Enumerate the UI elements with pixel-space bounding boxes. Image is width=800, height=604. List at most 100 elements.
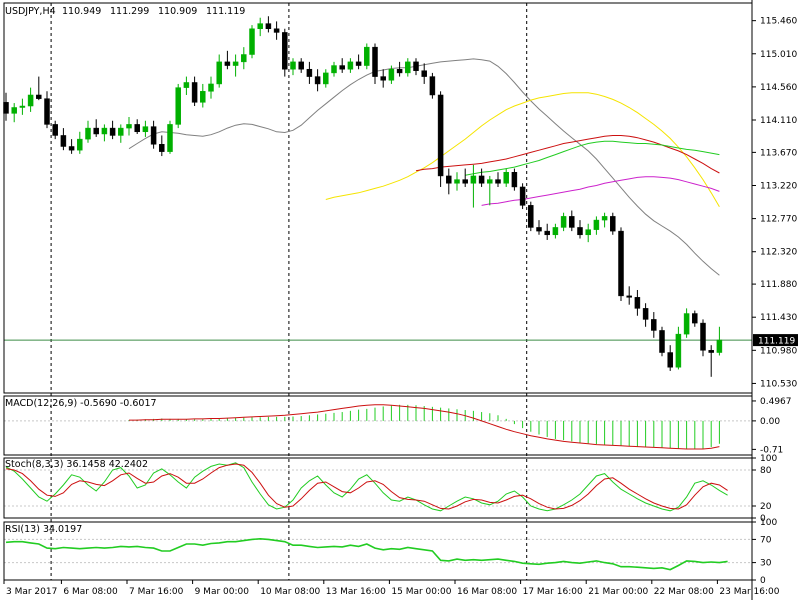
rsi-panel-frame xyxy=(3,521,753,581)
candle-bullish xyxy=(323,72,329,85)
candle-bullish xyxy=(675,333,682,368)
candle-bullish xyxy=(142,126,149,133)
candle-bullish xyxy=(716,339,723,353)
candle-bearish xyxy=(93,127,99,135)
ohlc-open: 110.949 xyxy=(62,6,101,17)
symbol-header: USDJPY,H4 xyxy=(5,6,56,17)
candle-bullish xyxy=(85,127,91,140)
time-tick-label: 10 Mar 08:00 xyxy=(260,587,320,597)
candle-bearish xyxy=(478,175,485,184)
candle-bullish xyxy=(183,82,190,88)
price-tick-label: 114.560 xyxy=(760,83,797,93)
stoch-d-line xyxy=(5,463,728,510)
candle-bullish xyxy=(552,227,559,236)
price-tick-label: 113.670 xyxy=(760,148,797,158)
rsi-tick-label: 0 xyxy=(760,576,766,586)
time-tick-label: 21 Mar 00:00 xyxy=(588,587,648,597)
price-tick-label: 115.010 xyxy=(760,50,797,60)
time-tick-label: 15 Mar 00:00 xyxy=(391,587,451,597)
candle-bearish xyxy=(667,352,673,368)
candle-bullish xyxy=(126,124,132,129)
macd-tick-label: -0.71 xyxy=(760,445,783,455)
candle-bearish xyxy=(159,144,165,152)
stoch-k-line xyxy=(5,462,728,512)
candle-bullish xyxy=(27,94,34,107)
time-tick-label: 23 Mar 16:00 xyxy=(719,587,779,597)
candle-bearish xyxy=(224,61,231,66)
candle-bearish xyxy=(60,135,67,147)
candle-bearish xyxy=(634,297,641,309)
rsi-tick-label: 30 xyxy=(760,559,772,569)
candle-bullish xyxy=(118,127,124,136)
time-tick-label: 7 Mar 16:00 xyxy=(129,587,184,597)
time-tick-label: 16 Mar 08:00 xyxy=(457,587,517,597)
candle-bearish xyxy=(355,61,362,66)
candle-bearish xyxy=(36,94,42,99)
candle-bearish xyxy=(446,175,452,184)
candle-bearish xyxy=(109,127,116,136)
price-tick-label: 112.320 xyxy=(760,248,797,258)
macd-label: MACD(12,26,9) -0.5690 -0.6017 xyxy=(5,398,157,409)
candle-bullish xyxy=(208,83,214,92)
candle-bullish xyxy=(364,46,370,66)
stoch-tick-label: 0 xyxy=(760,514,766,524)
price-badge-label: 111.119 xyxy=(758,337,795,347)
main-panel-frame xyxy=(3,2,753,394)
candle-bearish xyxy=(273,28,280,33)
candle-bullish xyxy=(503,171,509,184)
macd-signal-line xyxy=(129,404,720,450)
ohlc-close: 111.119 xyxy=(206,6,245,17)
candle-bearish xyxy=(150,126,157,145)
candle-bullish xyxy=(216,61,222,85)
price-badge xyxy=(753,334,798,347)
candle-bearish xyxy=(429,76,436,96)
candle-bearish xyxy=(421,70,427,77)
price-tick-label: 110.980 xyxy=(760,346,797,356)
candle-bullish xyxy=(683,313,690,335)
rsi-line xyxy=(5,537,728,571)
candle-bullish xyxy=(175,87,181,125)
candle-bullish xyxy=(331,65,337,74)
ohlc-high: 111.299 xyxy=(110,6,149,17)
candle-bearish xyxy=(708,350,714,353)
stoch-tick-label: 20 xyxy=(760,502,772,512)
candle-bullish xyxy=(167,124,173,152)
stoch-tick-label: 80 xyxy=(760,466,772,476)
candle-bullish xyxy=(601,216,608,221)
candle-bullish xyxy=(585,229,591,236)
candle-bearish xyxy=(528,205,534,228)
candle-bearish xyxy=(396,68,403,74)
candle-bearish xyxy=(659,330,665,353)
moving-average-line-2 xyxy=(325,92,720,208)
moving-average-line-3 xyxy=(415,135,720,174)
candle-bearish xyxy=(462,179,468,184)
candle-bearish xyxy=(52,124,58,136)
candle-bearish xyxy=(339,65,345,70)
candle-bullish xyxy=(241,54,247,63)
candle-bearish xyxy=(380,76,386,81)
moving-average-line-4 xyxy=(465,140,720,176)
candle-bullish xyxy=(257,23,263,30)
candle-bearish xyxy=(519,186,526,206)
moving-average-line-5 xyxy=(481,176,720,206)
candle-bullish xyxy=(487,179,493,184)
candle-bullish xyxy=(101,127,108,135)
candle-bearish xyxy=(700,322,706,351)
stoch-tick-label: 100 xyxy=(760,454,777,464)
candle-bullish xyxy=(388,68,395,81)
price-tick-label: 111.430 xyxy=(760,313,797,323)
price-tick-label: 110.530 xyxy=(760,379,797,389)
candle-bullish xyxy=(454,179,460,184)
candle-bearish xyxy=(265,23,272,30)
candle-bearish xyxy=(314,76,321,85)
candle-bearish xyxy=(298,61,304,70)
candle-bearish xyxy=(577,227,583,236)
candle-bearish xyxy=(282,32,288,70)
time-tick-label: 17 Mar 16:00 xyxy=(523,587,583,597)
time-tick-label: 3 Mar 2017 xyxy=(6,587,57,597)
moving-average-line-1 xyxy=(128,58,720,276)
candle-bearish xyxy=(306,68,313,77)
price-tick-label: 114.110 xyxy=(760,116,797,126)
